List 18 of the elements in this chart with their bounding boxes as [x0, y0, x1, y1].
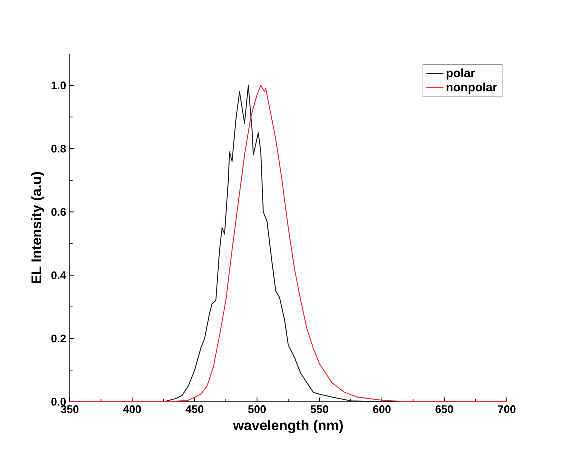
y-tick-label: 1.0 — [52, 82, 66, 90]
x-tick-label: 700 — [498, 406, 516, 414]
legend-label: nonpolar — [446, 82, 498, 94]
x-tick-label: 400 — [123, 406, 142, 414]
y-tick-label: 0.4 — [52, 272, 66, 280]
x-tick-label: 450 — [186, 406, 204, 414]
x-tick-label: 500 — [248, 406, 266, 414]
y-tick-label: 0.0 — [52, 398, 66, 406]
x-tick-label: 350 — [61, 406, 79, 414]
x-tick-label: 550 — [310, 406, 328, 414]
y-tick-label: 0.8 — [52, 145, 66, 153]
y-tick-label: 0.2 — [52, 334, 66, 343]
x-axis-title: wavelength (nm) — [233, 420, 344, 434]
y-tick-label: 0.6 — [52, 208, 66, 216]
y-axis-title: EL Intensity (a.u) — [31, 172, 44, 284]
legend-label: polar — [446, 68, 476, 80]
x-tick-label: 650 — [436, 406, 454, 414]
x-tick-label: 600 — [373, 406, 391, 414]
